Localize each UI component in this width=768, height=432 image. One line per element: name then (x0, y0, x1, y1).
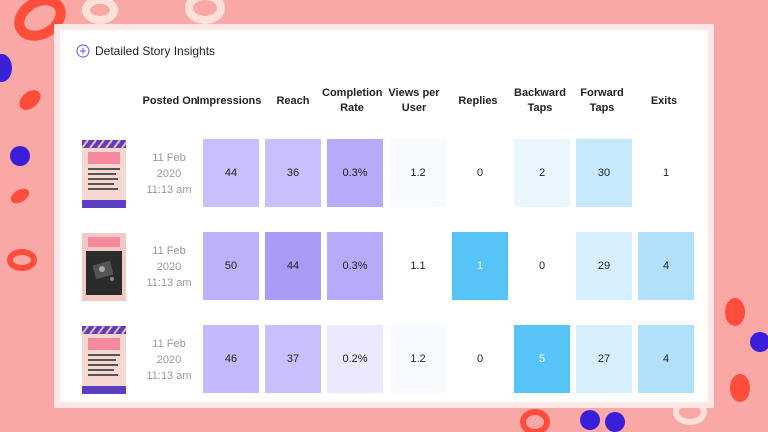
date-time: 11:13 am (146, 184, 192, 196)
panel-title: Detailed Story Insights (95, 44, 216, 58)
posted-date: 11 Feb 2020 11:13 am (134, 336, 204, 384)
date-day: 11 Feb (152, 338, 186, 350)
column-header-views: Views per User (388, 87, 440, 114)
impressions-cell: 44 (203, 139, 259, 207)
blog-story-thumbnail (82, 140, 126, 208)
exits-cell: 4 (638, 325, 694, 393)
add-circle-icon[interactable] (76, 44, 90, 58)
views-cell: 1.2 (390, 325, 446, 393)
forward-cell: 27 (576, 325, 632, 393)
backward-cell: 5 (514, 325, 570, 393)
story-thumbnail[interactable] (82, 140, 126, 208)
column-header-posted: Posted On (142, 95, 198, 107)
column-header-backward: Backward Taps (514, 87, 566, 114)
forward-cell: 30 (576, 139, 632, 207)
views-cell: 1.2 (390, 139, 446, 207)
impressions-cell: 46 (203, 325, 259, 393)
date-day: 11 Feb (152, 245, 186, 257)
impressions-cell: 50 (203, 232, 259, 300)
blog-story-thumbnail (82, 326, 126, 394)
date-year: 2020 (156, 354, 182, 366)
completion-cell: 0.3% (327, 232, 383, 300)
date-year: 2020 (156, 261, 182, 273)
exits-cell: 4 (638, 232, 694, 300)
date-time: 11:13 am (146, 370, 192, 382)
posted-date: 11 Feb 2020 11:13 am (134, 243, 204, 291)
replies-cell: 0 (452, 325, 508, 393)
posted-date: 11 Feb 2020 11:13 am (134, 150, 204, 198)
panel-header: Detailed Story Insights (76, 44, 215, 58)
forward-cell: 29 (576, 232, 632, 300)
story-thumbnail[interactable] (82, 233, 126, 301)
completion-cell: 0.2% (327, 325, 383, 393)
views-cell: 1.1 (390, 232, 446, 300)
reach-cell: 44 (265, 232, 321, 300)
replies-cell: 1 (452, 232, 508, 300)
story-thumbnail[interactable] (82, 326, 126, 394)
backward-cell: 0 (514, 232, 570, 300)
column-header-forward: Forward Taps (580, 87, 624, 114)
column-header-replies: Replies (458, 95, 498, 107)
backward-cell: 2 (514, 139, 570, 207)
completion-cell: 0.3% (327, 139, 383, 207)
date-year: 2020 (156, 168, 182, 180)
reach-cell: 36 (265, 139, 321, 207)
exits-cell: 1 (638, 139, 694, 207)
column-header-impressions: Impressions (196, 95, 262, 107)
date-day: 11 Feb (152, 152, 186, 164)
column-header-reach: Reach (276, 95, 310, 107)
blog-story-thumbnail (82, 233, 126, 301)
column-header-exits: Exits (650, 95, 678, 107)
column-header-completion: Completion Rate (322, 87, 383, 114)
replies-cell: 0 (452, 139, 508, 207)
reach-cell: 37 (265, 325, 321, 393)
insights-panel: Detailed Story Insights Posted On Impres… (60, 30, 708, 402)
date-time: 11:13 am (146, 277, 192, 289)
insights-card: Detailed Story Insights Posted On Impres… (54, 24, 714, 408)
